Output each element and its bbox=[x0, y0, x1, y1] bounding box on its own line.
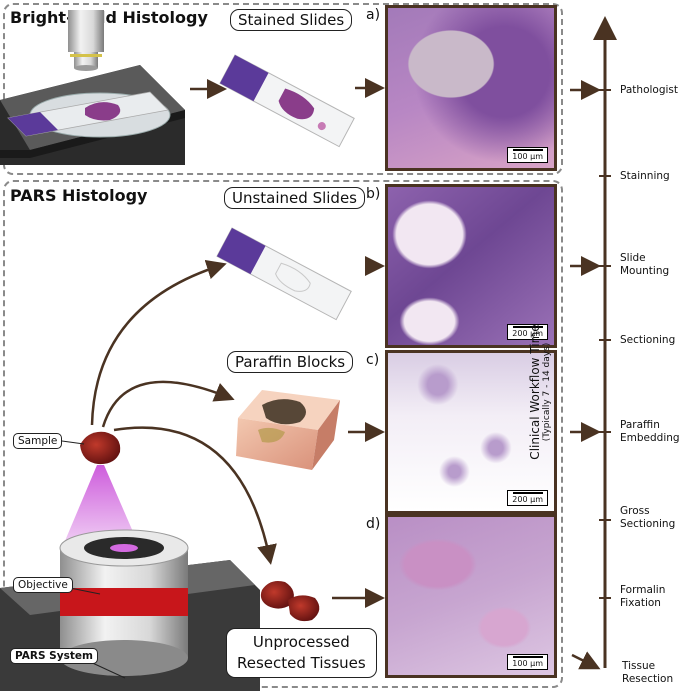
stage-tissue-resection-line2: Resection bbox=[622, 673, 674, 685]
brightfield-panel bbox=[3, 3, 563, 175]
scale-c: 200 µm bbox=[507, 490, 548, 506]
stage-pathologist: Pathologist bbox=[620, 84, 678, 97]
unprocessed-line2: Resected Tissues bbox=[237, 654, 366, 672]
panel-letter-a: a) bbox=[366, 7, 381, 23]
stage-sectioning: Sectioning bbox=[620, 334, 675, 347]
stage-slide-mounting: Slide Mounting bbox=[620, 252, 669, 278]
micrograph-b: 200 µm bbox=[385, 184, 557, 348]
stage-paraffin-embedding: Paraffin Embedding bbox=[620, 419, 680, 445]
stage-gross-sectioning-line2: Sectioning bbox=[620, 518, 676, 530]
unstained-slide bbox=[216, 227, 352, 321]
brightfield-title: Bright-Field Histology bbox=[10, 8, 208, 27]
stage-paraffin-embedding-line1: Paraffin bbox=[620, 419, 660, 431]
pars-device bbox=[0, 529, 260, 691]
stage-stainning-text: Stainning bbox=[620, 170, 670, 182]
panel-letter-d: d) bbox=[366, 516, 381, 532]
tick-slide-mounting bbox=[599, 265, 611, 267]
scale-d: 100 µm bbox=[507, 654, 548, 670]
stage-sectioning-text: Sectioning bbox=[620, 334, 676, 346]
timeline-title-main: Clinical Workflow Time bbox=[528, 324, 542, 460]
unstained-slides-label: Unstained Slides bbox=[224, 187, 365, 209]
unprocessed-label: Unprocessed Resected Tissues bbox=[226, 628, 377, 678]
tick-sectioning bbox=[599, 339, 611, 341]
paraffin-blocks-label: Paraffin Blocks bbox=[227, 351, 354, 373]
stage-formalin-fixation-line1: Formalin bbox=[620, 584, 666, 596]
stage-slide-mounting-line2: Mounting bbox=[620, 265, 670, 277]
timeline-title-sub: (Typically 7 - 14 days) bbox=[542, 342, 552, 442]
tick-stainning bbox=[599, 175, 611, 177]
unprocessed-line1: Unprocessed bbox=[252, 633, 350, 651]
stage-gross-sectioning: Gross Sectioning bbox=[620, 505, 675, 531]
micrograph-a: 100 µm bbox=[385, 5, 557, 171]
sample-tissue bbox=[80, 431, 121, 465]
panel-letter-c: c) bbox=[366, 352, 380, 368]
tick-gross-sectioning bbox=[599, 519, 611, 521]
stage-formalin-fixation: Formalin Fixation bbox=[620, 584, 665, 610]
stage-gross-sectioning-line1: Gross bbox=[620, 505, 650, 517]
pars-system-label: PARS System bbox=[10, 648, 98, 664]
stage-tissue-resection: Tissue Resection bbox=[622, 660, 673, 686]
arrow-sample-block bbox=[101, 380, 235, 428]
panel-letter-b: b) bbox=[366, 186, 381, 202]
pars-panel bbox=[3, 180, 563, 688]
stage-slide-mounting-line1: Slide bbox=[620, 252, 646, 264]
arrow-tissue-resection bbox=[571, 651, 601, 670]
arrow-sample-slide bbox=[90, 259, 227, 426]
micrograph-c: 200 µm bbox=[385, 350, 557, 514]
scale-a: 100 µm bbox=[507, 147, 548, 163]
resected-tissues bbox=[260, 581, 320, 622]
stage-paraffin-embedding-line2: Embedding bbox=[620, 432, 680, 444]
stage-pathologist-text: Pathologist bbox=[620, 84, 679, 96]
stage-stainning: Stainning bbox=[620, 170, 670, 183]
laser-beam bbox=[62, 465, 140, 548]
pars-title: PARS Histology bbox=[10, 186, 148, 205]
scale-b: 200 µm bbox=[507, 324, 548, 340]
micrograph-d: 100 µm bbox=[385, 514, 557, 678]
stage-tissue-resection-line1: Tissue bbox=[622, 660, 656, 672]
stained-slide bbox=[219, 54, 355, 148]
tick-paraffin-embedding bbox=[599, 431, 611, 433]
objective-label: Objective bbox=[13, 577, 73, 593]
sample-label: Sample bbox=[13, 433, 63, 449]
tick-formalin-fixation bbox=[599, 597, 611, 599]
tick-pathologist bbox=[599, 89, 611, 91]
brightfield-stage bbox=[0, 10, 185, 165]
arrow-sample-tissue bbox=[113, 426, 277, 565]
stage-formalin-fixation-line2: Fixation bbox=[620, 597, 661, 609]
stained-slides-label: Stained Slides bbox=[230, 9, 353, 31]
timeline-title: Clinical Workflow Time (Typically 7 - 14… bbox=[528, 262, 552, 522]
sample-callout bbox=[61, 440, 85, 445]
paraffin-block bbox=[236, 390, 340, 470]
